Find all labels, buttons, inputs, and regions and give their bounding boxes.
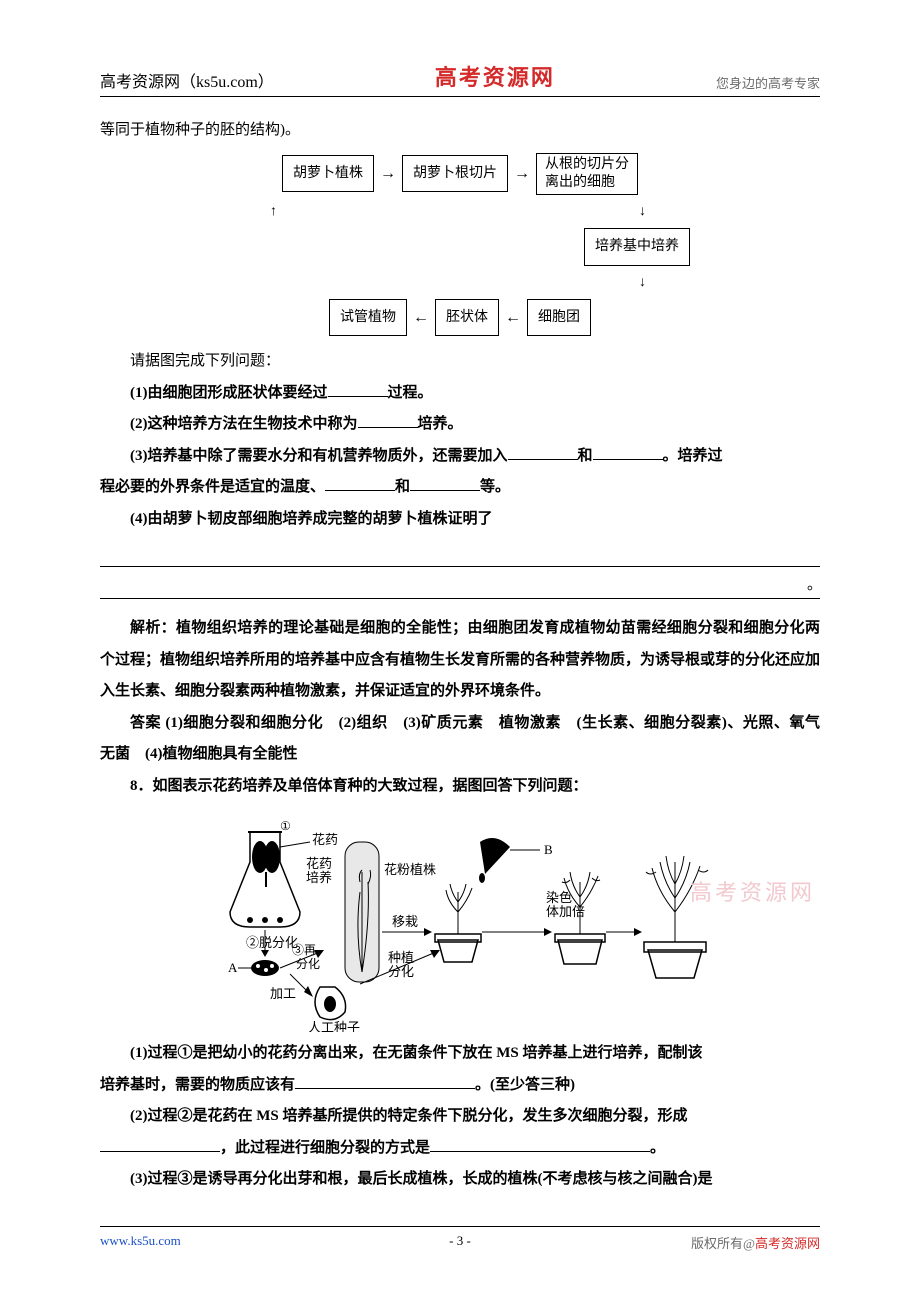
label-transplant: 移栽 — [392, 914, 418, 929]
label-dediff: ②脱分化 — [246, 935, 298, 950]
analysis-paragraph: 解析：植物组织培养的理论基础是细胞的全能性；由细胞团发育成植物幼苗需经细胞分裂和… — [100, 613, 820, 708]
prompt-line: 请据图完成下列问题： — [100, 346, 820, 378]
blank-line[interactable] — [100, 549, 820, 567]
diagram-svg: ① 花药 花药 培养 ②脱分化 A ③再 分化 — [210, 812, 710, 1032]
label-anther: 花药 — [312, 832, 338, 847]
question-8-1-line1: (1)过程①是把幼小的花药分离出来，在无菌条件下放在 MS 培养基上进行培养，配… — [100, 1038, 820, 1070]
arrow-up-icon: ↑ — [230, 197, 277, 226]
label-culture: 花药 — [306, 856, 332, 871]
question-8: 8．如图表示花药培养及单倍体育种的大致过程，据图回答下列问题： — [100, 771, 820, 803]
label-seed: 人工种子 — [308, 1020, 360, 1032]
flow-node-slice: 胡萝卜根切片 — [402, 155, 508, 192]
q8-1c-text: 。(至少答三种) — [475, 1077, 575, 1093]
answer-paragraph: 答案 (1)细胞分裂和细胞分化 (2)组织 (3)矿质元素 植物激素 (生长素、… — [100, 708, 820, 771]
footer-page-number: - 3 - — [449, 1233, 471, 1249]
label-rediff: ③再 — [292, 943, 316, 957]
q8-1b-text: 培养基时，需要的物质应该有 — [100, 1077, 295, 1093]
blank-line[interactable] — [100, 581, 820, 599]
footer-copyright: 版权所有@高考资源网 — [691, 1233, 820, 1252]
q3-text-e: 和 — [395, 479, 410, 495]
q3-text-f: 等。 — [480, 479, 510, 495]
label-pollen-plant: 花粉植株 — [384, 862, 436, 877]
q8-2c-text: 。 — [650, 1140, 665, 1156]
q2-text-b: 培养。 — [418, 416, 463, 432]
question-8-1-line2: 培养基时，需要的物质应该有 。(至少答三种) — [100, 1070, 820, 1102]
footer-url: www.ks5u.com — [100, 1233, 181, 1252]
header-left: 高考资源网（ks5u.com） — [100, 68, 274, 92]
page-footer: www.ks5u.com - 3 - 版权所有@高考资源网 — [100, 1226, 820, 1252]
intro-line: 等同于植物种子的胚的结构)。 — [100, 115, 820, 147]
q3-text-a: (3)培养基中除了需要水分和有机营养物质外，还需要加入 — [130, 448, 508, 464]
question-8-2-line1: (2)过程②是花药在 MS 培养基所提供的特定条件下脱分化，发生多次细胞分裂，形… — [100, 1101, 820, 1133]
flowchart-carrot: 胡萝卜植株 胡萝卜根切片 从根的切片分 离出的细胞 ↑ ↓ 培养基中培养 ↓ 试… — [100, 153, 820, 337]
q3-text-c: 。培养过 — [663, 448, 723, 464]
answer-label: 答案 — [130, 715, 161, 731]
question-8-3: (3)过程③是诱导再分化出芽和根，最后长成植株，长成的植株(不考虑核与核之间融合… — [100, 1164, 820, 1196]
question-4: (4)由胡萝卜韧皮部细胞培养成完整的胡萝卜植株证明了 — [100, 504, 820, 536]
flow-node-cells: 从根的切片分 离出的细胞 — [536, 153, 638, 195]
blank-field[interactable] — [410, 476, 480, 491]
question-1: (1)由细胞团形成胚状体要经过 过程。 — [100, 378, 820, 410]
arrow-down-icon: ↓ — [639, 268, 690, 297]
arrow-icon — [505, 301, 521, 335]
blank-field[interactable] — [593, 445, 663, 460]
question-2: (2)这种培养方法在生物技术中称为 培养。 — [100, 409, 820, 441]
answer-text: (1)细胞分裂和细胞分化 (2)组织 (3)矿质元素 植物激素 (生长素、细胞分… — [100, 715, 835, 763]
q1-text-b: 过程。 — [388, 385, 433, 401]
q1-text-a: (1)由细胞团形成胚状体要经过 — [130, 385, 328, 401]
svg-text:分化: 分化 — [296, 957, 320, 971]
arrow-icon — [380, 157, 396, 191]
header-center-logo: 高考资源网 — [435, 60, 555, 92]
label-process: 加工 — [270, 986, 296, 1001]
analysis-text: 植物组织培养的理论基础是细胞的全能性；由细胞团发育成植物幼苗需经细胞分裂和细胞分… — [100, 620, 820, 699]
arrow-icon — [413, 301, 429, 335]
question-3-line2: 程必要的外界条件是适宜的温度、 和 等。 — [100, 472, 820, 504]
flow-node-medium: 培养基中培养 — [584, 228, 690, 265]
question-3: (3)培养基中除了需要水分和有机营养物质外，还需要加入 和 。培养过 — [100, 441, 820, 473]
arrow-down-icon: ↓ — [639, 197, 690, 226]
analysis-label: 解析： — [130, 620, 176, 636]
page-header: 高考资源网（ks5u.com） 高考资源网 您身边的高考专家 — [100, 60, 820, 97]
diagram-anther-culture: ① 花药 花药 培养 ②脱分化 A ③再 分化 — [100, 812, 820, 1032]
flow-node-cell-mass: 细胞团 — [527, 299, 591, 336]
footer-right-pre: 版权所有@ — [691, 1236, 755, 1251]
q3-text-b: 和 — [578, 448, 593, 464]
label-chromo: 染色 — [546, 890, 572, 905]
q8-2b-text: ，此过程进行细胞分裂的方式是 — [220, 1140, 430, 1156]
header-right: 您身边的高考专家 — [716, 73, 820, 92]
question-8-2-line2: ，此过程进行细胞分裂的方式是 。 — [100, 1133, 820, 1165]
blank-field[interactable] — [295, 1074, 475, 1089]
blank-field[interactable] — [328, 382, 388, 397]
arrow-icon — [514, 157, 530, 191]
svg-text:培养: 培养 — [306, 870, 332, 885]
footer-right-red: 高考资源网 — [755, 1236, 820, 1251]
blank-field[interactable] — [100, 1137, 220, 1152]
flow-node-embryo: 胚状体 — [435, 299, 499, 336]
label-a: A — [228, 960, 238, 975]
flow-node-plant: 胡萝卜植株 — [282, 155, 374, 192]
label-b: B — [544, 842, 553, 857]
period: 。 — [807, 570, 822, 602]
q2-text-a: (2)这种培养方法在生物技术中称为 — [130, 416, 358, 432]
blank-field[interactable] — [358, 413, 418, 428]
blank-field[interactable] — [430, 1137, 650, 1152]
blank-field[interactable] — [508, 445, 578, 460]
blank-field[interactable] — [325, 476, 395, 491]
flow-node-tube-plant: 试管植物 — [329, 299, 407, 336]
label-circle1: ① — [280, 819, 291, 833]
q3-text-d: 程必要的外界条件是适宜的温度、 — [100, 479, 325, 495]
